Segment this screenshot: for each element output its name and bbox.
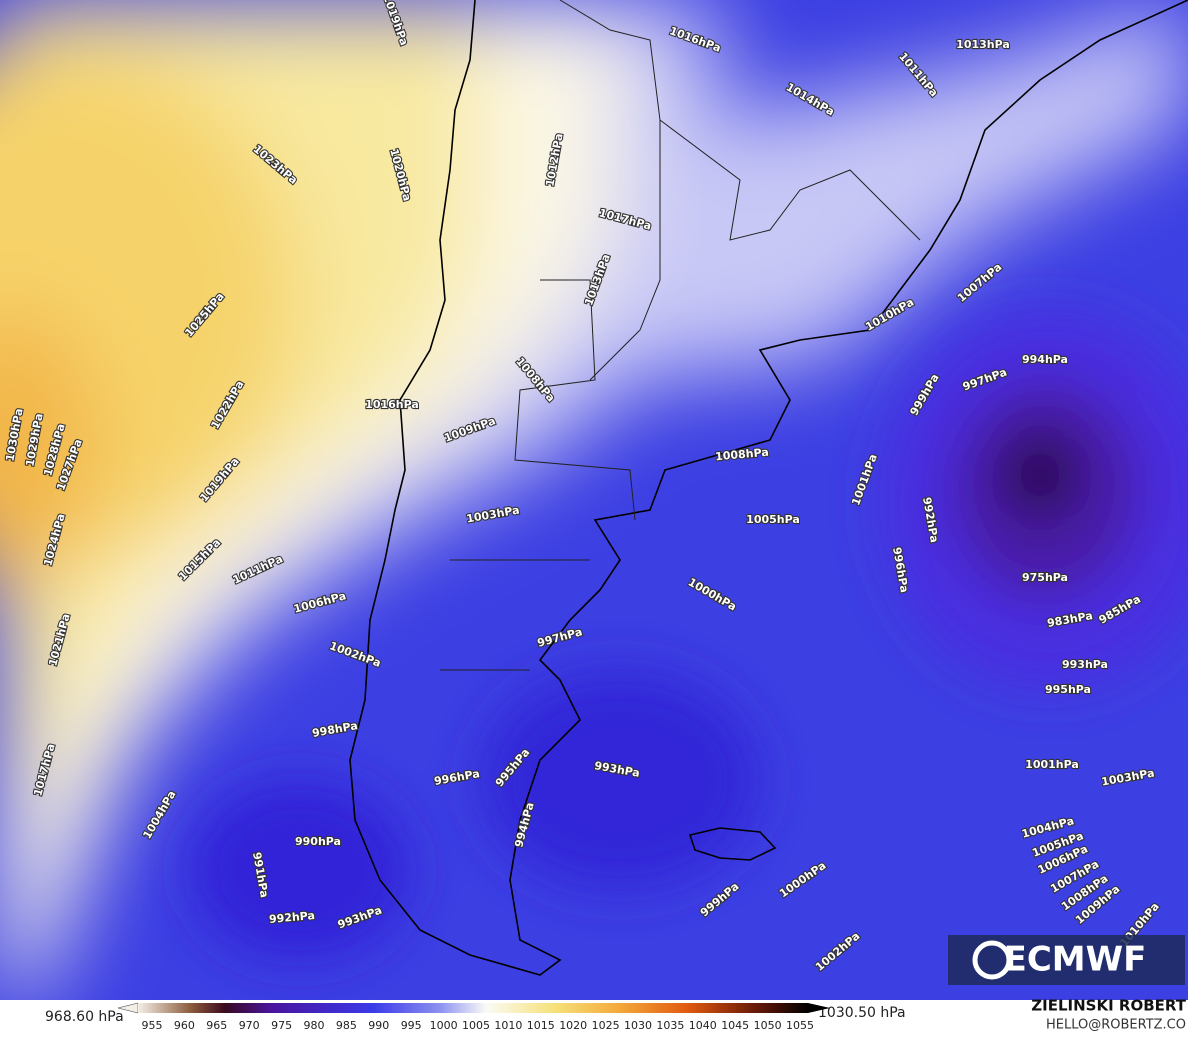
isobar-label: 1005hPa: [746, 513, 800, 526]
logo-text: ECMWF: [1004, 940, 1147, 980]
credit-contact: HELLO@ROBERTZ.CO: [1046, 1018, 1186, 1033]
colorbar-tick-label: 1015: [527, 1019, 555, 1032]
isobar-label: 1001hPa: [1025, 758, 1079, 771]
colorbar-tick-label: 955: [142, 1019, 163, 1032]
colorbar-min: 968.60 hPa: [45, 1009, 124, 1025]
colorbar-tick-label: 965: [206, 1019, 227, 1032]
colorbar-max: 1030.50 hPa: [818, 1005, 906, 1021]
isobar-label: 1016hPa: [365, 398, 419, 411]
colorbar-tick-label: 1005: [462, 1019, 490, 1032]
colorbar-tick-label: 1040: [689, 1019, 717, 1032]
colorbar-tick-label: 995: [401, 1019, 422, 1032]
colorbar-ticks: 955 960 965 970 975 980 985 990 995 1000 1005 1010 1…: [142, 1019, 815, 1032]
colorbar-over: [808, 1003, 830, 1013]
isobar-label: 1013hPa: [956, 38, 1010, 51]
credit-author: ZIELINSKI ROBERT: [1031, 997, 1186, 1015]
logo-box: ECMWF: [948, 935, 1185, 985]
coastlines: [349, 0, 1188, 976]
isobar-label: 995hPa: [1045, 683, 1091, 696]
colorbar-tick-label: 1035: [656, 1019, 684, 1032]
isobar-label: 994hPa: [1022, 353, 1068, 366]
colorbar-tick-label: 1000: [430, 1019, 458, 1032]
colorbar: [138, 1003, 808, 1013]
isobar-label: 990hPa: [295, 835, 341, 848]
isobar-label: 993hPa: [1062, 658, 1108, 671]
colorbar-tick-label: 1030: [624, 1019, 652, 1032]
colorbar-tick-label: 1055: [786, 1019, 814, 1032]
isobar-label: 975hPa: [1022, 571, 1068, 584]
borders: [440, 0, 921, 671]
isobar-label: 1008hPa: [715, 446, 770, 464]
colorbar-tick-label: 980: [304, 1019, 325, 1032]
colorbar-tick-label: 1050: [754, 1019, 782, 1032]
colorbar-tick-label: 990: [368, 1019, 389, 1032]
colorbar-tick-label: 970: [239, 1019, 260, 1032]
colorbar-tick-label: 1020: [559, 1019, 587, 1032]
pressure-field: [0, 0, 1188, 1000]
colorbar-tick-label: 1045: [721, 1019, 749, 1032]
colorbar-tick-label: 975: [271, 1019, 292, 1032]
colorbar-tick-label: 1025: [592, 1019, 620, 1032]
colorbar-tick-label: 985: [336, 1019, 357, 1032]
isobar-label: 992hPa: [268, 909, 315, 926]
colorbar-tick-label: 960: [174, 1019, 195, 1032]
colorbar-tick-label: 1010: [494, 1019, 522, 1032]
